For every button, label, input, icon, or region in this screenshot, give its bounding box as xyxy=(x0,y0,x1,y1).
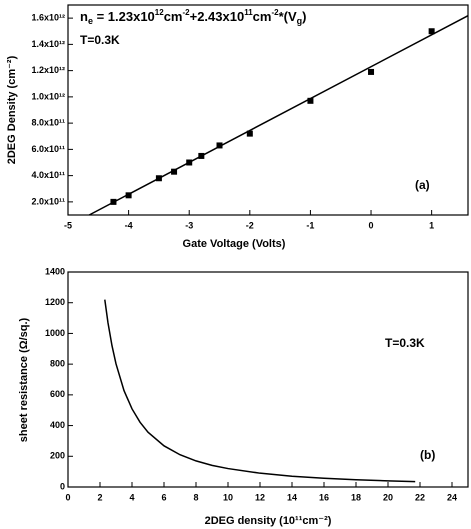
x-axis-title: 2DEG density (10¹¹cm⁻²) xyxy=(205,515,332,527)
formula-part: cm xyxy=(253,9,272,24)
y-tick-label: 1.0x10¹² xyxy=(31,91,65,101)
y-tick-label: 8.0x10¹¹ xyxy=(31,118,65,128)
x-tick-label: 12 xyxy=(255,492,265,502)
x-tick-label: 18 xyxy=(351,492,361,502)
data-line xyxy=(104,299,416,483)
data-point xyxy=(125,192,132,199)
y-tick-label: 1000 xyxy=(45,328,65,338)
x-tick-label: 0 xyxy=(65,492,70,502)
x-tick-label: 16 xyxy=(319,492,329,502)
y-tick-label: 0 xyxy=(60,481,65,491)
y-tick-label: 200 xyxy=(50,451,65,461)
x-tick-label: -2 xyxy=(246,220,254,230)
x-tick-label: -3 xyxy=(185,220,193,230)
data-point xyxy=(428,28,435,35)
formula-part: g xyxy=(297,16,303,26)
annotation: T=0.3K xyxy=(385,336,425,350)
y-tick-label: 400 xyxy=(50,420,65,430)
y-tick-label: 800 xyxy=(50,359,65,369)
x-tick-label: 0 xyxy=(369,220,374,230)
formula-part: = 1.23x10 xyxy=(93,9,155,24)
formula-part: -2 xyxy=(271,8,279,17)
y-tick-label: 6.0x10¹¹ xyxy=(31,144,65,154)
annotation: T=0.3K xyxy=(80,33,120,47)
formula-part: 12 xyxy=(155,8,164,17)
y-axis-title: sheet resistance (Ω/sq.) xyxy=(18,317,30,442)
data-point xyxy=(307,97,314,104)
y-tick-label: 1.2x10¹² xyxy=(31,65,65,75)
formula: ne = 1.23x1012cm-2+2.43x1011cm-2*(Vg) xyxy=(80,8,307,26)
formula-part: *(V xyxy=(279,9,297,24)
x-tick-label: 10 xyxy=(223,492,233,502)
plot-frame xyxy=(67,4,469,216)
x-tick-label: 1 xyxy=(429,220,434,230)
x-tick-label: 6 xyxy=(161,492,166,502)
y-tick-label: 4.0x10¹¹ xyxy=(31,170,65,180)
x-tick-label: -4 xyxy=(125,220,133,230)
x-tick-label: 14 xyxy=(287,492,297,502)
plot-frame xyxy=(67,271,469,488)
x-tick-label: 2 xyxy=(97,492,102,502)
formula-part: n xyxy=(80,9,88,24)
x-tick-label: -1 xyxy=(306,220,314,230)
y-axis-title: 2DEG Density (cm⁻²) xyxy=(6,55,18,164)
formula-part: -2 xyxy=(182,8,190,17)
data-point xyxy=(246,130,253,137)
formula-part: +2.43x10 xyxy=(190,9,245,24)
y-tick-label: 600 xyxy=(50,389,65,399)
panel-label: (b) xyxy=(420,448,435,462)
x-tick-label: -5 xyxy=(64,220,72,230)
panel-label: (a) xyxy=(415,178,430,192)
formula-part: 11 xyxy=(244,8,253,17)
formula-part: cm xyxy=(164,9,183,24)
y-tick-label: 1400 xyxy=(45,266,65,276)
x-axis-title: Gate Voltage (Volts) xyxy=(183,238,286,250)
x-tick-label: 24 xyxy=(447,492,457,502)
x-tick-label: 4 xyxy=(129,492,134,502)
data-line xyxy=(88,14,469,216)
formula-part: e xyxy=(88,16,93,26)
x-tick-label: 20 xyxy=(383,492,393,502)
formula-part: ) xyxy=(302,9,306,24)
data-point xyxy=(216,142,223,149)
data-point xyxy=(368,68,375,75)
y-tick-label: 1200 xyxy=(45,297,65,307)
x-tick-label: 8 xyxy=(193,492,198,502)
y-tick-label: 1.4x10¹² xyxy=(31,39,65,49)
y-tick-label: 1.6x10¹² xyxy=(31,13,65,23)
x-tick-label: 22 xyxy=(415,492,425,502)
y-tick-label: 2.0x10¹¹ xyxy=(31,196,65,206)
data-point xyxy=(171,168,178,175)
